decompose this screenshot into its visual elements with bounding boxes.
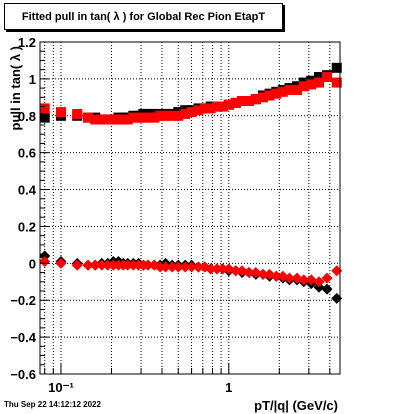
data-point [128,112,139,123]
y-tick-label: 0.6 [18,146,36,161]
data-point [96,259,108,271]
data-point [193,105,204,116]
chart-axes: −0.6 −0.4 −0.2 0 0.2 0.4 0.6 0.8 1 1.2 10⁻¹ 1 [10,35,331,395]
data-point [96,114,107,125]
data-point [284,84,295,95]
y-tick-label: −0.2 [10,293,36,308]
data-point [270,270,282,282]
data-point [186,107,197,118]
data-point [306,79,317,90]
x-tick-label: 10⁻¹ [48,380,74,395]
data-point [172,261,184,273]
data-point [331,265,343,277]
data-series [39,72,342,125]
chart-series [39,62,343,304]
data-point [180,108,191,119]
data-point [83,112,94,123]
data-point [258,92,269,103]
data-point [277,86,288,97]
data-point [257,268,269,280]
data-point [205,263,217,275]
data-point [321,283,333,295]
x-tick-label: 1 [225,380,232,395]
data-point [71,259,83,271]
data-point [39,103,50,114]
data-point [173,110,184,121]
data-point [166,261,178,273]
data-point [122,114,133,125]
data-point [298,274,310,286]
data-point [39,255,51,267]
data-point [211,101,222,112]
data-point [102,114,113,125]
y-tick-label: 0.8 [18,109,36,124]
data-point [283,272,295,284]
data-point [55,107,66,118]
data-point [89,259,101,271]
x-axis-title: pT/|q| (GeV/c) [254,398,338,413]
data-point [155,110,166,121]
data-point [39,112,50,123]
data-point [55,257,67,269]
data-point [264,90,275,101]
data-point [223,99,234,110]
data-point [313,276,325,288]
data-point [305,274,317,286]
data-point [199,103,210,114]
y-tick-label: −0.6 [10,367,36,382]
data-point [142,259,154,271]
data-point [179,261,191,273]
data-point [167,110,178,121]
data-point [205,103,216,114]
data-point [314,77,325,88]
data-point [331,292,343,304]
data-point [313,281,325,293]
data-point [250,267,262,279]
data-point [160,261,172,273]
data-point [192,261,204,273]
data-point [243,267,255,279]
data-point [292,84,303,95]
data-point [230,265,242,277]
data-point [186,261,198,273]
data-point [211,263,223,275]
y-tick-label: 0.4 [18,183,37,198]
y-tick-label: 0.2 [18,219,36,234]
data-point [72,108,83,119]
y-tick-label: 1.2 [18,35,36,50]
data-point [82,259,94,271]
data-point [160,110,171,121]
datestamp: Thu Sep 22 14:12:12 2022 [4,400,101,409]
data-point [331,77,342,88]
data-point [298,81,309,92]
data-point [149,112,160,123]
data-point [314,72,325,83]
data-point [271,88,282,99]
data-point [250,94,261,105]
y-tick-label: 1 [29,72,36,87]
data-point [244,96,255,107]
y-tick-label: −0.4 [10,330,36,345]
chart-title: Fitted pull in tan( λ ) for Global Rec P… [4,3,283,30]
data-point [102,259,114,271]
data-point [237,96,248,107]
data-point [39,250,51,262]
data-point [217,263,229,275]
data-point [90,114,101,125]
data-point [108,114,119,125]
data-point [230,97,241,108]
data-point [122,259,134,271]
y-tick-label: 0 [29,256,36,271]
data-point [331,62,342,73]
y-axis-title: pull in tan( λ ) [8,46,23,131]
data-point [142,112,153,123]
data-point [321,272,333,284]
data-point [322,72,333,83]
data-point [217,101,228,112]
